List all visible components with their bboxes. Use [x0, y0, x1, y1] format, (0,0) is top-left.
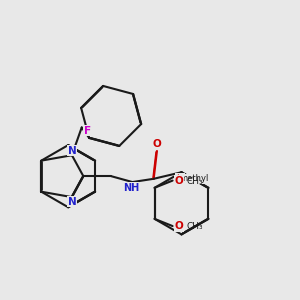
Text: methyl: methyl: [190, 178, 194, 180]
Text: N: N: [68, 197, 76, 207]
Text: O: O: [176, 174, 184, 184]
Text: N: N: [68, 146, 76, 156]
Text: O: O: [153, 139, 162, 149]
Text: methyl: methyl: [179, 175, 208, 184]
Text: O: O: [174, 221, 183, 231]
Text: F: F: [84, 126, 91, 136]
Text: NH: NH: [123, 183, 139, 193]
Text: CH₃: CH₃: [186, 222, 203, 231]
Text: CH₃: CH₃: [186, 177, 203, 186]
Text: O: O: [174, 176, 183, 186]
Text: methoxy1: methoxy1: [186, 178, 194, 179]
